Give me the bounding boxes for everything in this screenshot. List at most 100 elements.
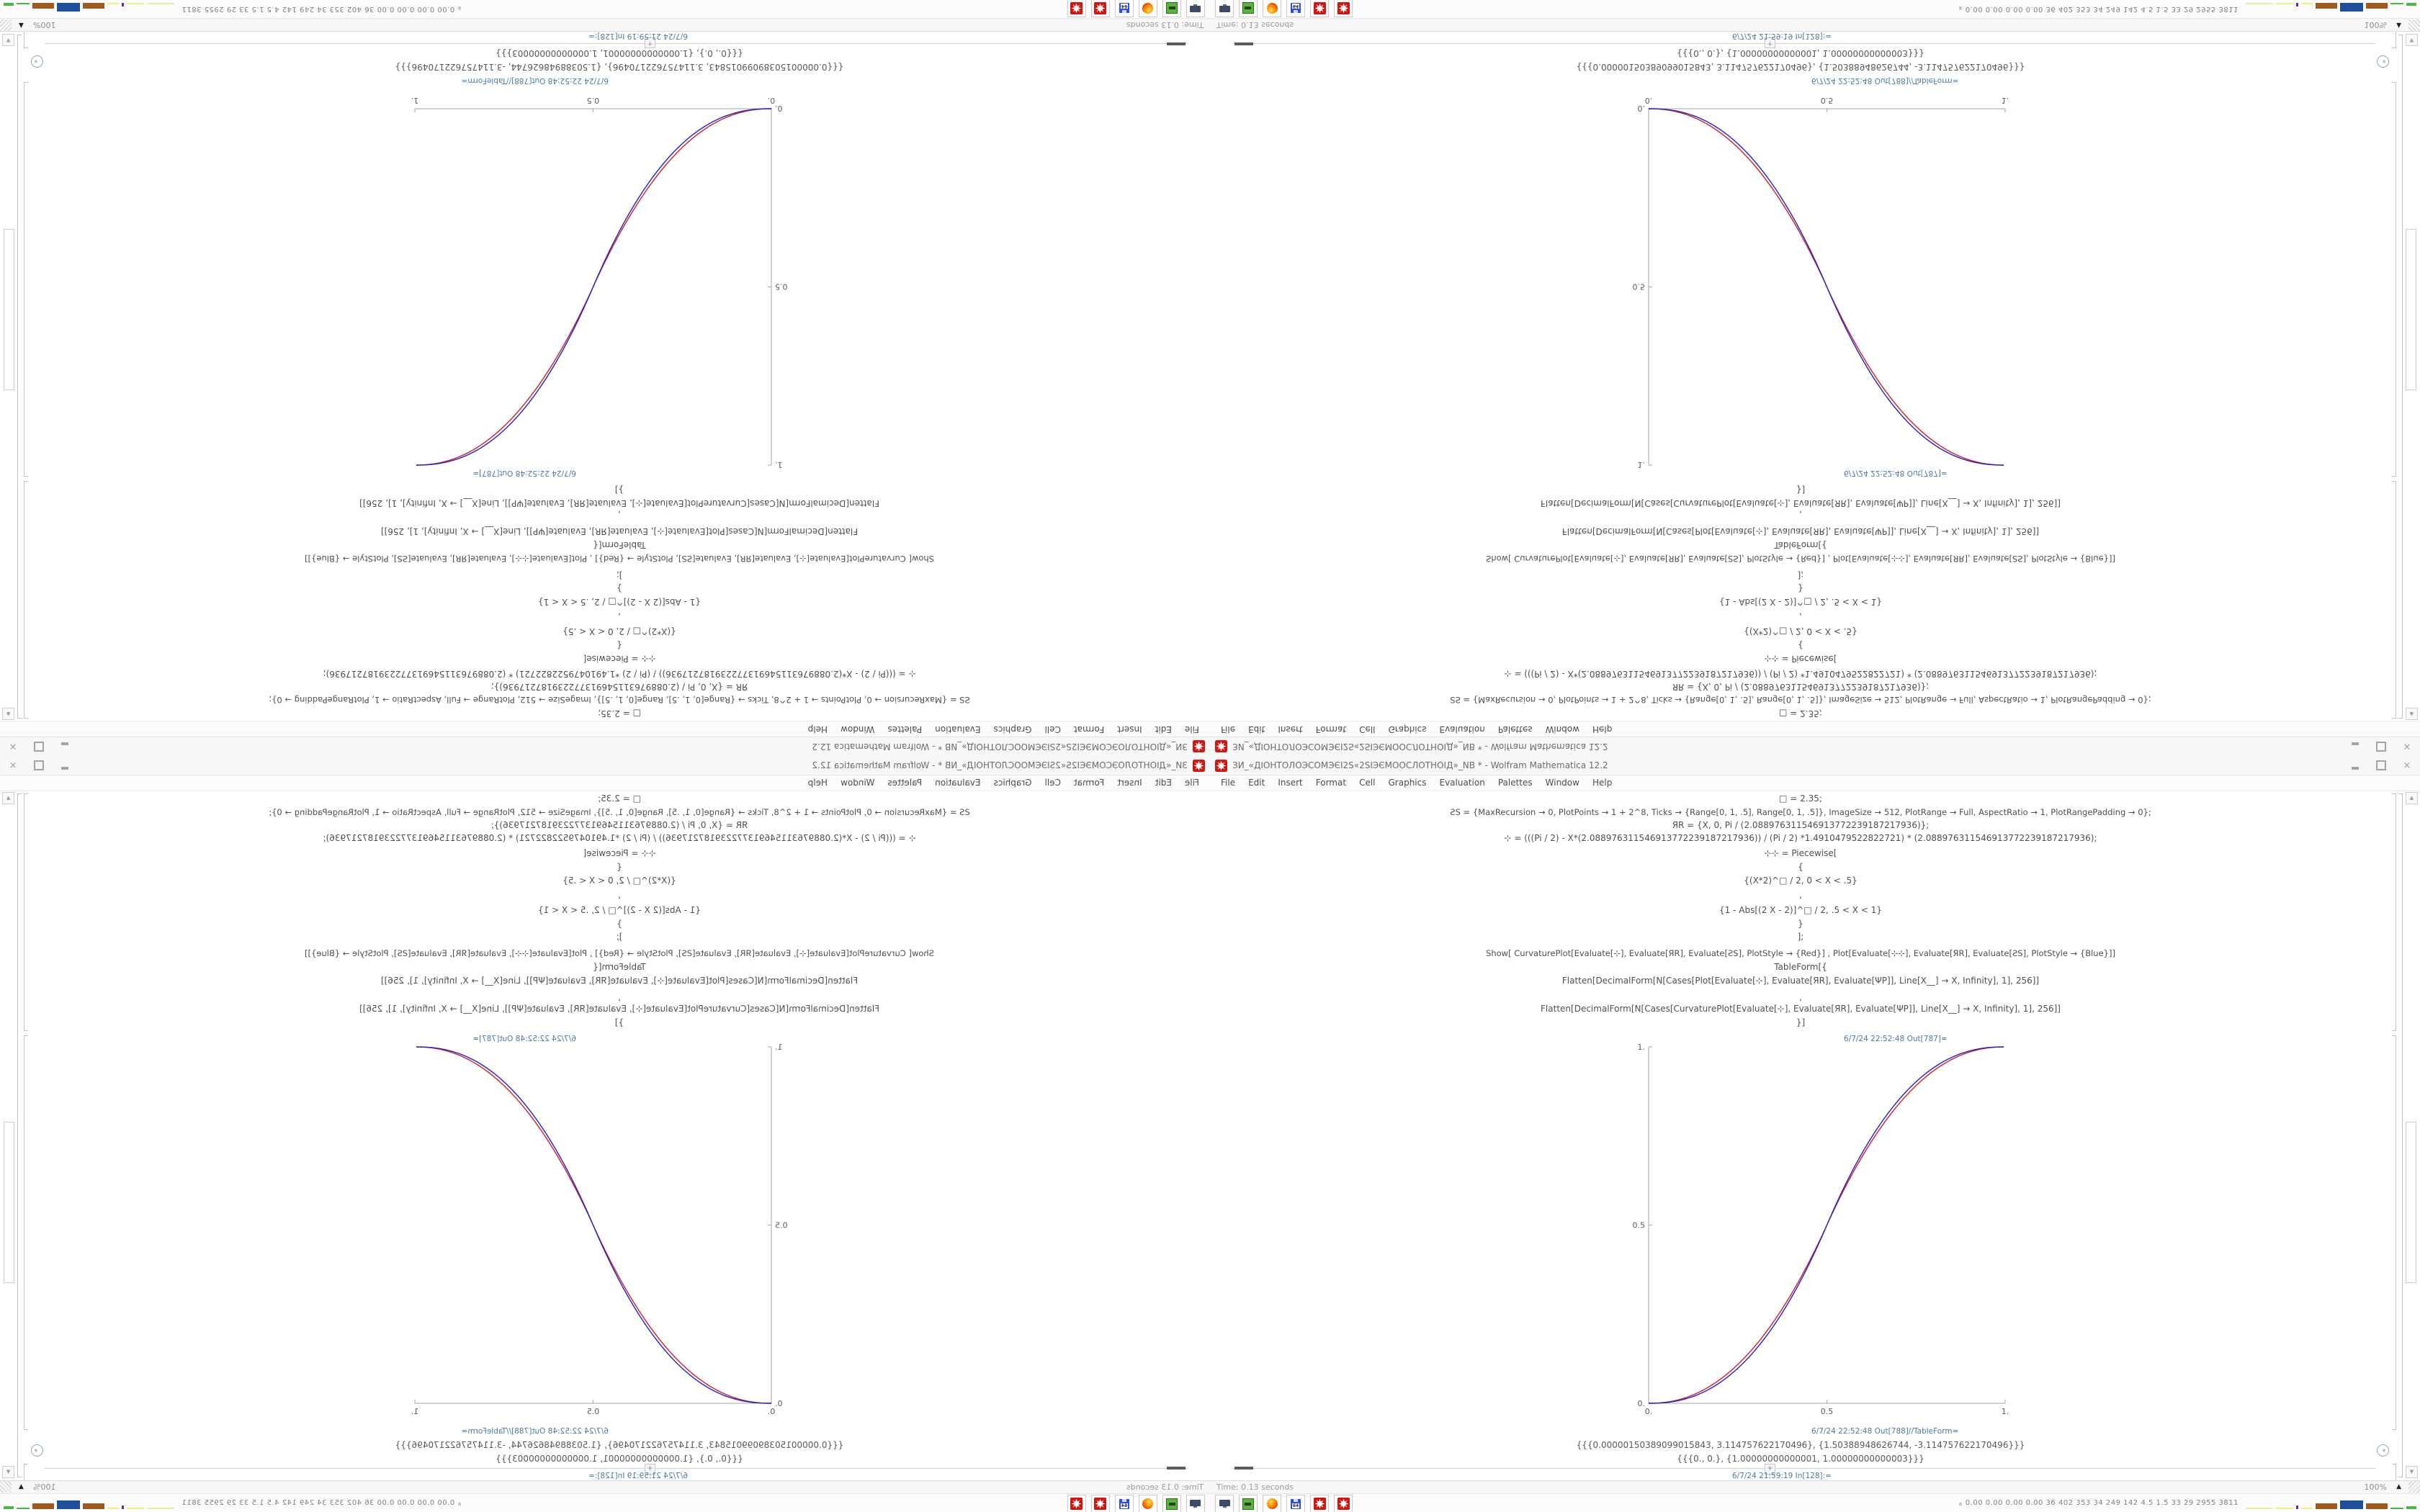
code-line[interactable]: , [618, 992, 621, 1002]
scrollbar-up-arrow[interactable]: ▲ [2406, 792, 2418, 804]
code-line[interactable]: ]; [1797, 932, 1804, 942]
code-line[interactable]: , [618, 890, 621, 900]
code-line[interactable]: ƧS = {MaxRecursion → 0, PlotPoints → 1 +… [269, 695, 970, 705]
panel-collapse-chevron-icon[interactable]: « [456, 1501, 465, 1505]
menu-window[interactable]: Window [1545, 724, 1579, 734]
cell-insertion-line[interactable] [1232, 43, 2375, 44]
menu-graphics[interactable]: Graphics [993, 724, 1032, 734]
code-line[interactable]: ⊹ = (((Pi / 2) - X*(2.088976311546913772… [323, 669, 916, 679]
jump-to-output-chevron-icon[interactable]: » [31, 55, 43, 68]
zoom-level[interactable]: 100% [2364, 20, 2387, 30]
code-line[interactable]: ⊹ = (((Pi / 2) - X*(2.088976311546913772… [323, 833, 916, 843]
system-monitor-widget[interactable]: « 0.00 0.00 0.00 0.00 36 402 353 34 249 … [1956, 0, 2416, 18]
code-line[interactable]: TableForm[{ [593, 540, 646, 550]
vertical-scrollbar-thumb[interactable] [4, 1122, 14, 1283]
menu-window[interactable]: Window [1545, 778, 1579, 788]
code-line[interactable]: TableForm[{ [593, 962, 646, 972]
menu-insert[interactable]: Insert [1117, 724, 1142, 734]
cell-bracket-output-group[interactable] [24, 82, 28, 477]
menu-edit[interactable]: Edit [1248, 724, 1265, 734]
code-line[interactable]: TableForm[{ [1774, 962, 1827, 972]
maximize-button[interactable] [26, 756, 52, 775]
cell-insertion-line[interactable] [1232, 1468, 2375, 1469]
code-line[interactable]: ]; [1797, 570, 1804, 580]
code-line[interactable]: } [1798, 919, 1803, 929]
taskbar-button-floppy-disk[interactable]: 64 [1286, 1495, 1305, 1512]
maximize-button[interactable] [2368, 737, 2394, 756]
taskbar-button-mathematica-spikey[interactable] [1067, 0, 1086, 17]
code-line[interactable]: {(X*2)^□ / 2, 0 < X < .5} [563, 626, 676, 636]
vertical-scrollbar-thumb[interactable] [2406, 1122, 2416, 1283]
taskbar-button-green-drive[interactable] [1239, 1495, 1258, 1512]
code-line[interactable]: ЯR = {X, 0, Pi / (2.08897631154691377223… [490, 682, 748, 692]
code-line[interactable]: Show[ CurvaturePlot[Evaluate[⊹], Evaluat… [305, 948, 934, 958]
cell-bracket-outer-group[interactable] [17, 793, 22, 1477]
zoom-level[interactable]: 100% [33, 20, 56, 30]
code-line[interactable]: ƧS = {MaxRecursion → 0, PlotPoints → 1 +… [1450, 807, 2151, 817]
cell-bracket-input-group[interactable] [2392, 481, 2396, 719]
code-line[interactable]: Flatten[DecimalForm[N[Cases[Plot[Evaluat… [380, 976, 859, 986]
vertical-scrollbar-thumb[interactable] [4, 229, 14, 390]
code-line[interactable]: , [1799, 612, 1802, 622]
code-line[interactable]: , [1799, 890, 1802, 900]
code-line[interactable]: {1 - Abs[(2 X - 2)]^□ / 2, .5 < X < 1} [1719, 597, 1882, 607]
jump-to-output-chevron-icon[interactable]: » [2377, 1444, 2389, 1457]
menu-palettes[interactable]: Palettes [1497, 778, 1533, 788]
system-monitor-widget[interactable]: « 0.00 0.00 0.00 0.00 36 402 353 34 249 … [1956, 1494, 2416, 1512]
horizontal-scrollbar-thumb[interactable] [1234, 42, 1253, 45]
cell-bracket-input-group[interactable] [2392, 793, 2396, 1031]
taskbar-button-green-drive[interactable] [1162, 0, 1181, 17]
code-line[interactable]: , [618, 612, 621, 622]
code-line[interactable]: ]; [616, 570, 623, 580]
code-line[interactable]: ЯR = {X, 0, Pi / (2.08897631154691377223… [1672, 820, 1930, 830]
taskbar-button-mathematica-spikey[interactable] [1091, 0, 1110, 17]
code-line[interactable]: Show[ CurvaturePlot[Evaluate[⊹], Evaluat… [305, 554, 934, 564]
menu-file[interactable]: File [1184, 778, 1199, 788]
system-monitor-widget[interactable]: « 0.00 0.00 0.00 0.00 36 402 353 34 249 … [4, 0, 465, 18]
code-line[interactable]: Flatten[DecimalForm[N[Cases[Plot[Evaluat… [380, 526, 859, 536]
cell-insertion-line[interactable] [45, 1468, 1188, 1469]
menu-insert[interactable]: Insert [1278, 778, 1303, 788]
scrollbar-up-arrow[interactable]: ▲ [2, 708, 14, 720]
menu-graphics[interactable]: Graphics [993, 778, 1032, 788]
taskbar-button-firefox[interactable] [1263, 0, 1281, 17]
code-line[interactable]: , [1799, 510, 1802, 520]
menu-format[interactable]: Format [1073, 724, 1105, 734]
menu-evaluation[interactable]: Evaluation [1439, 724, 1485, 734]
menu-palettes[interactable]: Palettes [887, 778, 923, 788]
taskbar-button-firefox[interactable] [1139, 1495, 1157, 1512]
window-titlebar[interactable]: ЗИ_«ДІОНТОЛОЭCOMЭЄІ2Ѕ«2ЅІЭЄMOOCЛОТНОІД»_… [0, 737, 1210, 756]
maximize-button[interactable] [26, 737, 52, 756]
menu-help[interactable]: Help [1592, 778, 1613, 788]
menu-cell[interactable]: Cell [1359, 724, 1376, 734]
code-line[interactable]: ƧS = {MaxRecursion → 0, PlotPoints → 1 +… [1450, 695, 2151, 705]
code-line[interactable]: }] [1796, 485, 1806, 495]
cell-bracket-outer-group[interactable] [17, 35, 22, 719]
panel-collapse-chevron-icon[interactable]: « [456, 7, 465, 11]
scrollbar-up-arrow[interactable]: ▲ [2406, 708, 2418, 720]
code-line[interactable]: {(X*2)^□ / 2, 0 < X < .5} [1744, 876, 1857, 886]
code-line[interactable]: {1 - Abs[(2 X - 2)]^□ / 2, .5 < X < 1} [538, 905, 701, 915]
code-line[interactable]: { [1798, 640, 1803, 650]
taskbar-button-green-drive[interactable] [1239, 0, 1258, 17]
close-button[interactable]: × [9, 741, 17, 752]
cell-bracket-outer-group[interactable] [2398, 793, 2403, 1477]
taskbar-button-mathematica-spikey[interactable] [1091, 1495, 1110, 1512]
zoom-menu-arrow-icon[interactable]: ▲ [2396, 1483, 2401, 1490]
taskbar-button-mathematica-spikey[interactable] [1334, 1495, 1353, 1512]
menu-cell[interactable]: Cell [1044, 724, 1061, 734]
code-line[interactable]: Flatten[DecimalForm[N[Cases[CurvaturePlo… [1541, 498, 2061, 508]
close-button[interactable]: × [9, 760, 17, 771]
code-line[interactable]: ⊹⊹ = Piecewise[ [1764, 654, 1837, 664]
code-line[interactable]: ⊹⊹ = Piecewise[ [583, 848, 656, 858]
resize-grip[interactable] [0, 19, 12, 31]
code-line[interactable]: ⊹⊹ = Piecewise[ [583, 654, 656, 664]
menu-evaluation[interactable]: Evaluation [935, 778, 981, 788]
jump-to-output-chevron-icon[interactable]: » [31, 1444, 43, 1457]
close-button[interactable]: × [2403, 741, 2411, 752]
taskbar-button-green-drive[interactable] [1162, 1495, 1181, 1512]
menu-window[interactable]: Window [841, 778, 875, 788]
zoom-menu-arrow-icon[interactable]: ▲ [19, 1483, 24, 1490]
menu-insert[interactable]: Insert [1278, 724, 1303, 734]
taskbar-button-computer-monitor[interactable] [1215, 1495, 1234, 1512]
